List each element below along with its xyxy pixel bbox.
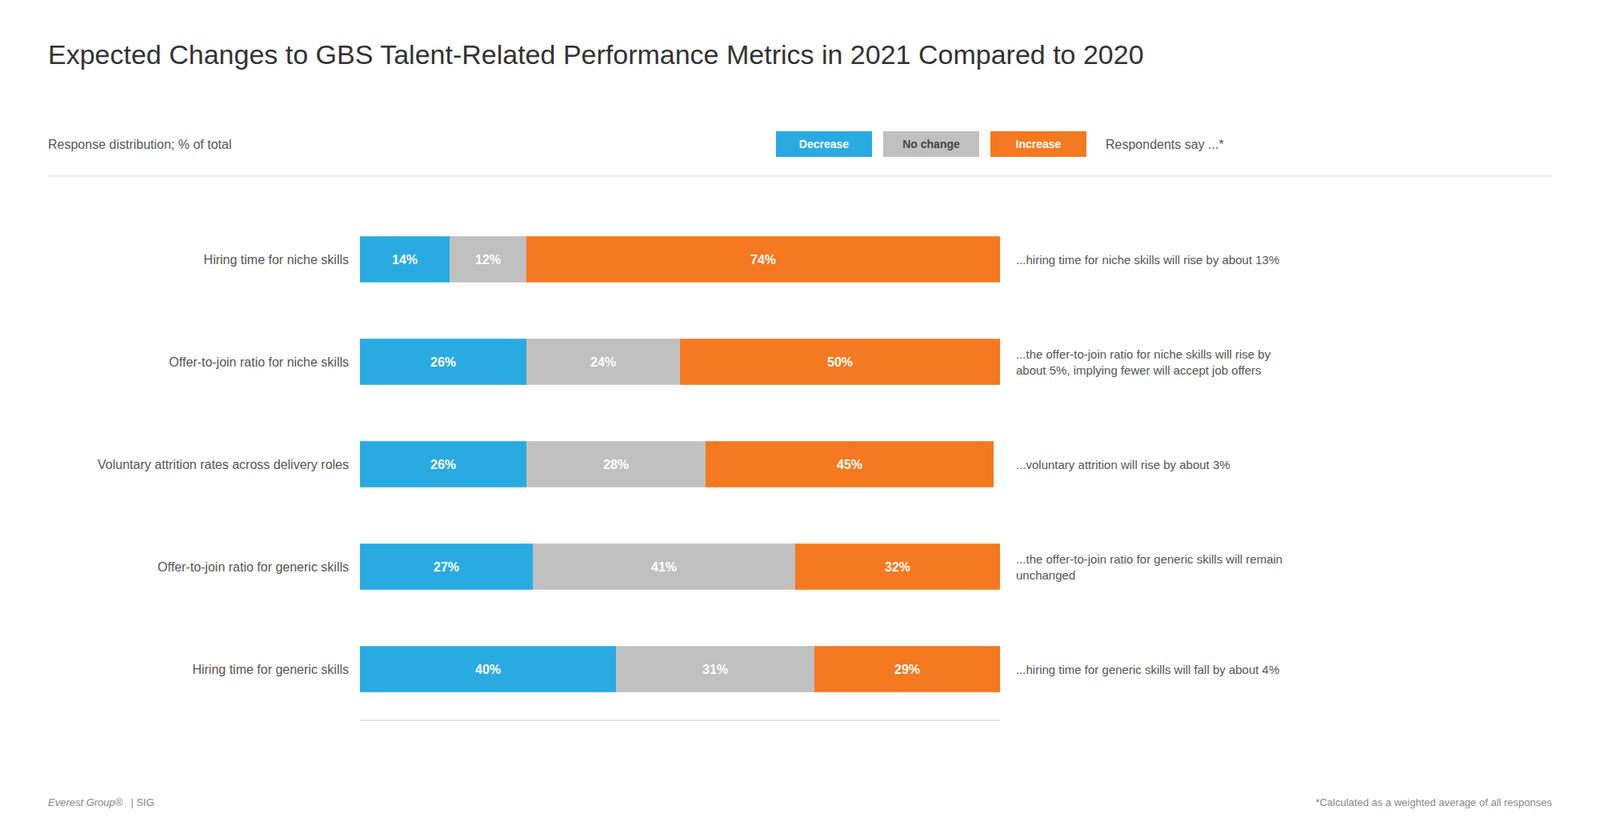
subtitle: Response distribution; % of total xyxy=(48,137,232,152)
data-label: 74% xyxy=(750,252,776,267)
bars xyxy=(360,236,1000,692)
data-label: 28% xyxy=(603,457,629,472)
bar-segment xyxy=(360,543,533,590)
footnote: *Calculated as a weighted average of all… xyxy=(1315,796,1552,808)
chart: Expected Changes to GBS Talent-Related P… xyxy=(0,0,1600,838)
bar-segment xyxy=(814,645,1000,692)
bar-segment xyxy=(449,236,527,283)
bar-segment xyxy=(360,645,616,692)
bar-segment xyxy=(526,236,1000,283)
bar-segment xyxy=(526,440,706,488)
legend: Decrease No change Increase Respondents say… xyxy=(776,131,1224,157)
bar-segment xyxy=(705,440,994,488)
bar-segment xyxy=(360,236,450,283)
annotation-line: ...the offer-to-join ratio for generic s… xyxy=(1016,552,1283,566)
annotation: ...the offer-to-join ratio for generic s… xyxy=(1016,552,1283,582)
data-label: 26% xyxy=(430,355,456,369)
annotation-line: ...voluntary attrition will rise by abou… xyxy=(1016,457,1231,472)
legend-swatch xyxy=(990,131,1087,157)
background xyxy=(0,0,1600,838)
data-label: 14% xyxy=(392,252,418,267)
annotation-line: ...hiring time for generic skills will f… xyxy=(1016,662,1280,676)
data-label: 29% xyxy=(894,662,920,676)
x-axis-line xyxy=(360,720,1000,721)
bar-segment xyxy=(532,543,796,590)
bar-segment xyxy=(360,338,527,385)
legend-entry: Decrease xyxy=(799,137,849,151)
category-label: Hiring time for niche skills xyxy=(204,252,349,267)
data-labels: 14% 12% 74% 26% 24% 50% 26% 28% 45% 27% 41% 32% 40% 3… xyxy=(392,252,920,676)
category-label: Offer-to-join ratio for generic skills xyxy=(157,560,349,574)
category-label: Hiring time for generic skills xyxy=(192,662,349,676)
annotation-line: ...hiring time for niche skills will ris… xyxy=(1016,252,1280,267)
data-label: 32% xyxy=(884,560,911,574)
credit: | SIG xyxy=(130,796,154,808)
annotation-line: about 5%, implying fewer will accept job… xyxy=(1016,363,1262,377)
category-label: Offer-to-join ratio for niche skills xyxy=(168,355,349,369)
bar-segment xyxy=(680,338,1000,385)
annotation-line: unchanged xyxy=(1016,568,1076,582)
data-label: 24% xyxy=(590,355,616,369)
data-label: 12% xyxy=(475,252,501,267)
annotation: ...voluntary attrition will rise by abou… xyxy=(1016,457,1231,472)
annotation-line: ...the offer-to-join ratio for niche ski… xyxy=(1016,347,1272,361)
data-label: 41% xyxy=(651,560,677,574)
annotation: ...hiring time for niche skills will ris… xyxy=(1016,252,1280,267)
data-label: 50% xyxy=(827,355,853,369)
bar-segment xyxy=(795,543,1000,590)
category-label: Voluntary attrition rates across deliver… xyxy=(97,457,349,472)
legend-title: Respondents say ...* xyxy=(1105,137,1224,152)
data-label: 45% xyxy=(836,457,863,472)
data-label: 40% xyxy=(475,662,501,676)
title: Expected Changes to GBS Talent-Related P… xyxy=(48,39,1144,70)
legend-entry: No change xyxy=(902,137,960,151)
data-label: 27% xyxy=(433,560,460,574)
legend-entry: Increase xyxy=(1016,137,1062,151)
legend-swatch xyxy=(883,131,980,157)
legend-swatch xyxy=(776,131,872,157)
separator xyxy=(48,176,1552,177)
credit: Everest Group® xyxy=(48,796,124,808)
annotation: ...the offer-to-join ratio for niche ski… xyxy=(1016,347,1272,377)
annotation: ...hiring time for generic skills will f… xyxy=(1016,662,1280,676)
bar-segment xyxy=(616,645,815,692)
bar-segment xyxy=(360,440,527,488)
data-label: 26% xyxy=(430,457,456,472)
data-label: 31% xyxy=(702,662,728,676)
bar-segment xyxy=(526,338,680,385)
